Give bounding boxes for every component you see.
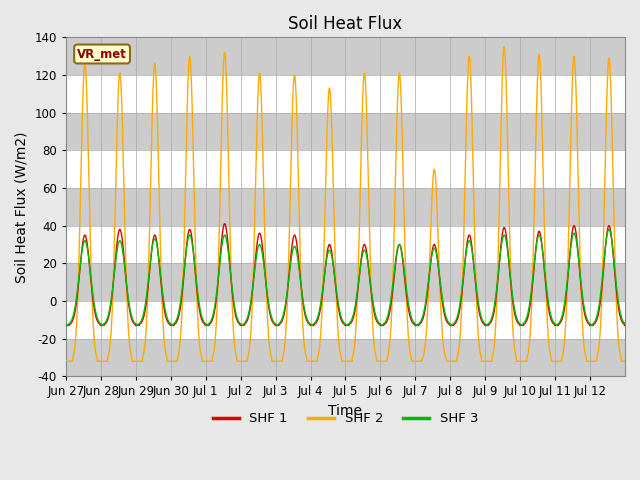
Legend: SHF 1, SHF 2, SHF 3: SHF 1, SHF 2, SHF 3 [207, 407, 484, 431]
Bar [66, 226, 625, 264]
Bar [66, 264, 625, 301]
Bar [66, 150, 625, 188]
X-axis label: Time: Time [328, 404, 362, 418]
Bar [66, 301, 625, 338]
Text: VR_met: VR_met [77, 48, 127, 60]
Bar [66, 37, 625, 75]
Bar [66, 188, 625, 226]
Bar [66, 338, 625, 376]
Bar [66, 113, 625, 150]
Title: Soil Heat Flux: Soil Heat Flux [289, 15, 403, 33]
Bar [66, 75, 625, 113]
Y-axis label: Soil Heat Flux (W/m2): Soil Heat Flux (W/m2) [15, 131, 29, 283]
